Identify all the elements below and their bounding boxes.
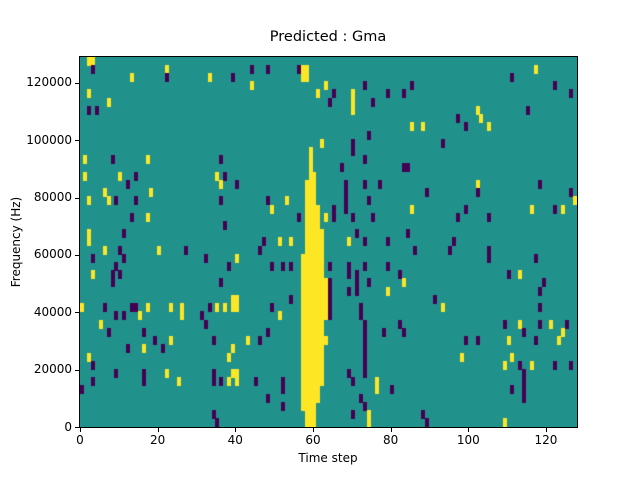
x-tick-mark [235,428,237,432]
y-tick-label: 100000 [26,132,72,147]
y-tick-mark [75,197,79,199]
x-axis-label: Time step [298,451,358,465]
y-tick-mark [75,82,79,84]
x-tick-label: 120 [534,433,558,447]
y-tick-mark [75,254,79,256]
x-tick-mark [157,428,159,432]
x-tick-mark [80,428,81,432]
x-tick-label: 20 [150,433,166,447]
heatmap-canvas [80,57,577,427]
x-tick-label: 100 [456,433,480,447]
y-tick-label: 0 [64,419,72,434]
x-tick-mark [468,428,470,432]
y-tick-mark [75,427,79,428]
x-tick-mark [390,428,392,432]
chart-title: Predicted : Gma [269,29,387,45]
y-tick-mark [75,369,79,371]
y-tick-mark [75,312,79,314]
y-tick-label: 120000 [26,75,72,90]
x-tick-mark [312,428,314,432]
y-tick-mark [75,140,79,142]
y-axis-label: Frequency (Hz) [9,196,23,288]
x-tick-label: 80 [382,433,399,447]
x-tick-label: 40 [227,433,243,447]
y-tick-label: 80000 [33,190,72,205]
x-tick-label: 0 [76,433,84,447]
x-tick-mark [545,428,547,432]
y-tick-label: 40000 [33,304,72,319]
y-tick-label: 20000 [33,362,72,377]
y-tick-label: 60000 [33,247,72,262]
x-tick-label: 60 [305,433,321,447]
plot-area [79,56,578,428]
